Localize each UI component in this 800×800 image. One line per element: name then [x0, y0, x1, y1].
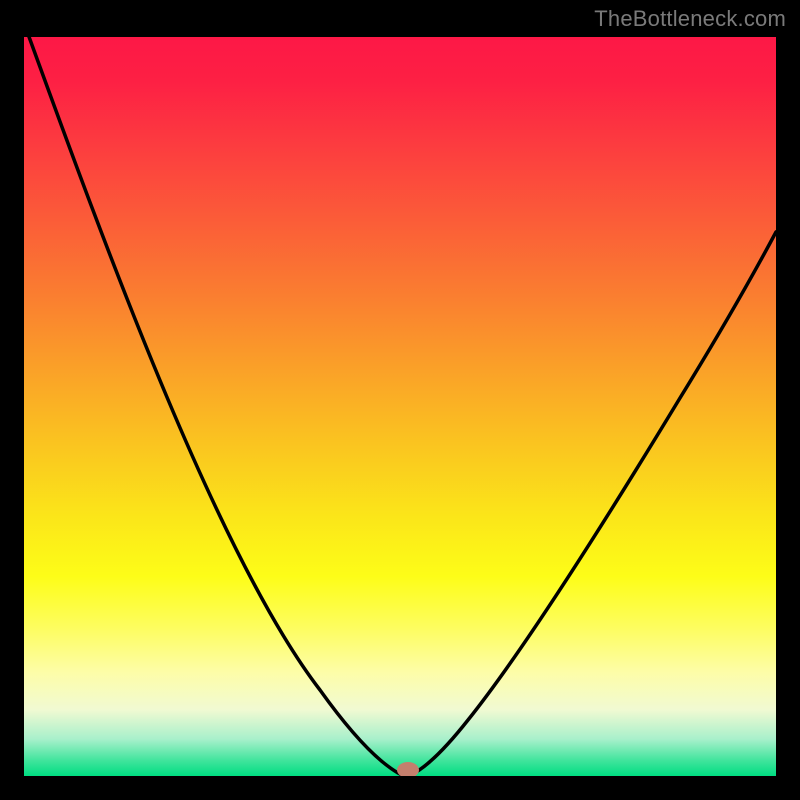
- gradient-background: [24, 37, 776, 776]
- optimal-point-marker: [397, 762, 419, 778]
- bottleneck-chart: [0, 0, 800, 800]
- watermark-text: TheBottleneck.com: [594, 6, 786, 32]
- chart-container: TheBottleneck.com: [0, 0, 800, 800]
